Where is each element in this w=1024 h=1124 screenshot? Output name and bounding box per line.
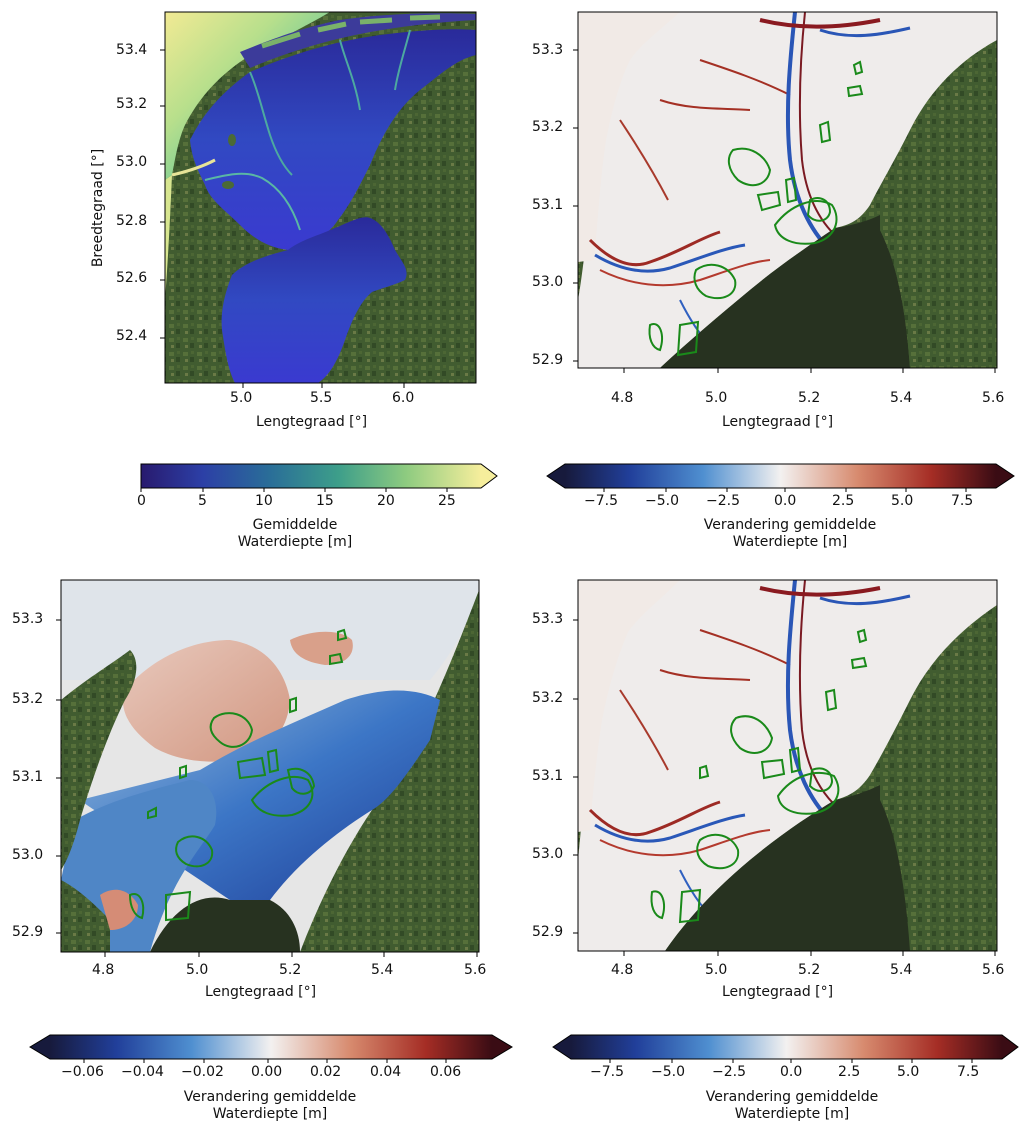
colorbar-b-label-1: Verandering gemiddelde xyxy=(703,517,877,533)
colorbar-b-tick: 7.5 xyxy=(951,493,974,509)
colorbar-d-tick: 2.5 xyxy=(838,1064,861,1080)
panel-c-frame xyxy=(60,579,480,953)
panel-c-xtick: 5.0 xyxy=(186,962,209,978)
panel-a-frame xyxy=(164,11,477,384)
panel-c-ytick: 53.1 xyxy=(12,769,44,785)
colorbar-d-tick: 7.5 xyxy=(957,1064,980,1080)
colorbar-c-label-2: Waterdiepte [m] xyxy=(212,1106,328,1122)
panel-d-xtick: 5.0 xyxy=(705,962,728,978)
panel-a-ytick: 53.2 xyxy=(116,96,148,112)
panel-d-ytick: 53.3 xyxy=(532,611,564,627)
colorbar-d-tick: −7.5 xyxy=(590,1064,624,1080)
colorbar-b-tick: 0.0 xyxy=(774,493,797,509)
colorbar-a-tick: 5 xyxy=(198,493,207,509)
panel-d-xtick: 4.8 xyxy=(611,962,634,978)
colorbar-b-tick: −5.0 xyxy=(645,493,679,509)
colorbar-d xyxy=(552,1034,1019,1060)
colorbar-b-tick: −2.5 xyxy=(706,493,740,509)
colorbar-b-tick: 5.0 xyxy=(891,493,914,509)
colorbar-d-tick: −5.0 xyxy=(651,1064,685,1080)
panel-a-ytick: 53.0 xyxy=(116,154,148,170)
panel-d-xtick: 5.2 xyxy=(798,962,821,978)
panel-c-xtick: 4.8 xyxy=(92,962,115,978)
panel-a-ylabel: Breedtegraad [°] xyxy=(90,148,106,268)
panel-b-ytick: 53.3 xyxy=(532,42,564,58)
colorbar-c-tick: 0.00 xyxy=(251,1064,283,1080)
colorbar-d-label-2: Waterdiepte [m] xyxy=(734,1106,850,1122)
panel-b-ytick: 52.9 xyxy=(532,352,564,368)
panel-b-frame xyxy=(577,11,998,369)
panel-b-xtick: 4.8 xyxy=(611,390,634,406)
colorbar-a-tick: 0 xyxy=(137,493,146,509)
panel-b-ytick: 53.2 xyxy=(532,119,564,135)
colorbar-c-tick: −0.04 xyxy=(121,1064,164,1080)
colorbar-c xyxy=(29,1034,513,1060)
panel-a-ytick: 52.8 xyxy=(116,213,148,229)
panel-d-xtick: 5.6 xyxy=(982,962,1005,978)
panel-a-xtick: 6.0 xyxy=(392,390,415,406)
panel-a-xtick: 5.0 xyxy=(230,390,253,406)
colorbar-d-tick: 5.0 xyxy=(897,1064,920,1080)
panel-c-xtick: 5.2 xyxy=(279,962,302,978)
panel-c-ytick: 53.0 xyxy=(12,847,44,863)
panel-b-xtick: 5.4 xyxy=(890,390,913,406)
colorbar-a-tick: 20 xyxy=(377,493,395,509)
panel-d-xlabel: Lengtegraad [°] xyxy=(722,984,834,1000)
colorbar-b-tick: −7.5 xyxy=(584,493,618,509)
panel-a-xtick: 5.5 xyxy=(310,390,333,406)
panel-c-xlabel: Lengtegraad [°] xyxy=(205,984,317,1000)
colorbar-c-tick: 0.02 xyxy=(310,1064,342,1080)
tick-marks xyxy=(56,49,996,1063)
colorbar-a-label-1: Gemiddelde xyxy=(252,517,338,533)
panel-b-xtick: 5.6 xyxy=(982,390,1005,406)
panel-b-ytick: 53.1 xyxy=(532,197,564,213)
panel-c-ytick: 53.2 xyxy=(12,691,44,707)
panel-c-ytick: 52.9 xyxy=(12,924,44,940)
colorbar-b-tick: 2.5 xyxy=(832,493,855,509)
panel-b-map xyxy=(578,12,997,368)
panel-d-ytick: 53.2 xyxy=(532,690,564,706)
colorbar-b-label-2: Waterdiepte [m] xyxy=(732,534,848,550)
colorbar-a-label-2: Waterdiepte [m] xyxy=(237,534,353,550)
colorbar-a-tick: 15 xyxy=(316,493,334,509)
panel-b-ytick: 53.0 xyxy=(532,274,564,290)
colorbar-d-label-1: Verandering gemiddelde xyxy=(705,1089,879,1105)
panel-a-ytick: 52.6 xyxy=(116,270,148,286)
colorbar-b xyxy=(546,463,1015,489)
panel-a-ytick: 53.4 xyxy=(116,42,148,58)
colorbar-d-tick: 0.0 xyxy=(780,1064,803,1080)
panel-d-ytick: 53.0 xyxy=(532,846,564,862)
colorbar-a-tick: 10 xyxy=(255,493,273,509)
panel-b-xlabel: Lengtegraad [°] xyxy=(722,414,834,430)
panel-d-ytick: 52.9 xyxy=(532,924,564,940)
panel-d-map xyxy=(578,580,997,951)
panel-a-ytick: 52.4 xyxy=(116,328,148,344)
panel-a-map xyxy=(165,12,476,383)
colorbar-a-tick: 25 xyxy=(438,493,456,509)
panel-b-xtick: 5.0 xyxy=(705,390,728,406)
colorbar-c-tick: −0.02 xyxy=(181,1064,224,1080)
colorbar-c-tick: 0.06 xyxy=(430,1064,462,1080)
panel-b-xtick: 5.2 xyxy=(798,390,821,406)
panel-c-map xyxy=(61,580,479,952)
colorbar-c-label-1: Verandering gemiddelde xyxy=(183,1089,357,1105)
panel-a-xlabel: Lengtegraad [°] xyxy=(256,414,368,430)
panel-c-ytick: 53.3 xyxy=(12,611,44,627)
colorbar-d-tick: −2.5 xyxy=(712,1064,746,1080)
panel-c-xtick: 5.6 xyxy=(464,962,487,978)
colorbar-c-tick: 0.04 xyxy=(370,1064,402,1080)
panel-d-ytick: 53.1 xyxy=(532,768,564,784)
panel-d-frame xyxy=(577,579,998,952)
panel-d-xtick: 5.4 xyxy=(890,962,913,978)
colorbar-a xyxy=(140,463,498,489)
panel-c-xtick: 5.4 xyxy=(371,962,394,978)
colorbar-c-tick: −0.06 xyxy=(61,1064,104,1080)
